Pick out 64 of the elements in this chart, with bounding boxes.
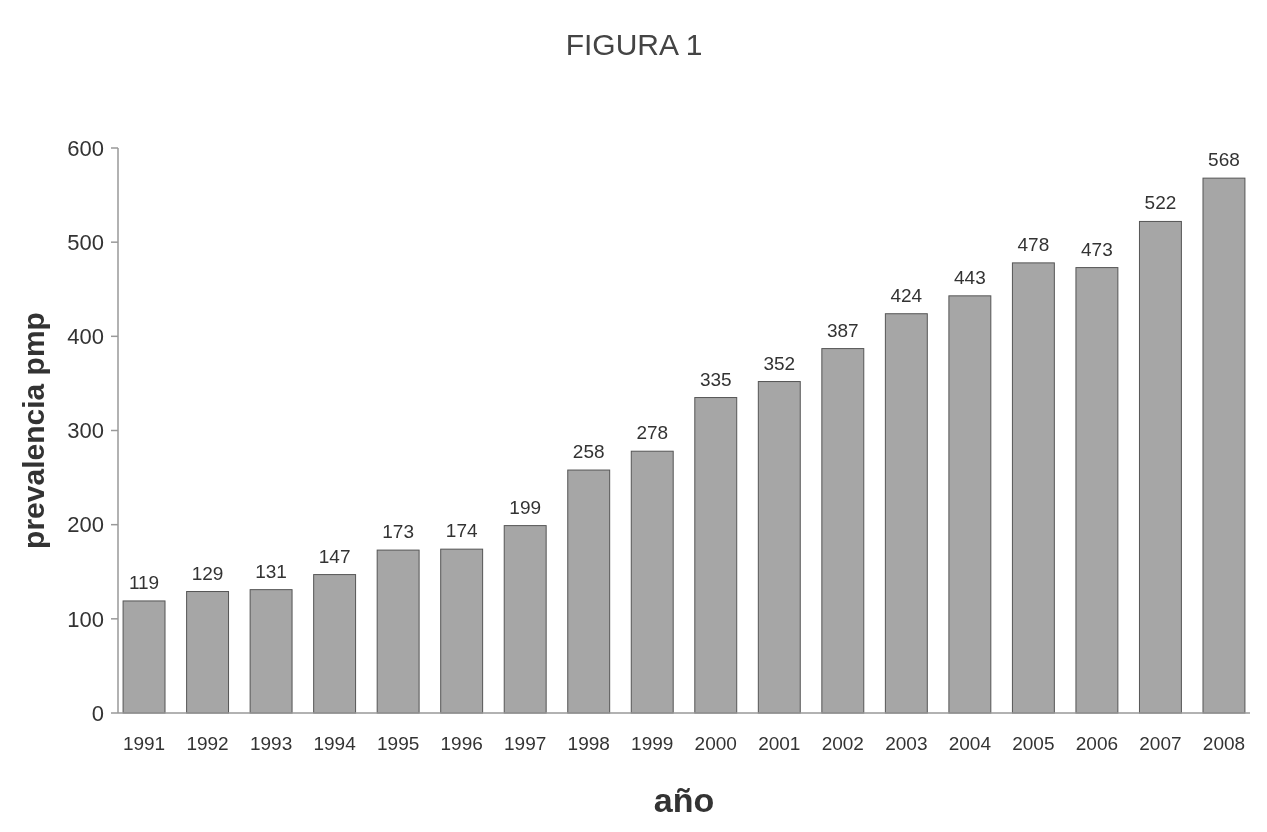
y-tick-label: 200	[67, 512, 104, 538]
data-label: 131	[255, 560, 287, 582]
x-tick-label: 2003	[885, 733, 928, 754]
data-label: 258	[572, 441, 605, 463]
data-label: 568	[1208, 149, 1240, 171]
x-tick-label: 1995	[377, 733, 420, 754]
x-tick-label: 1994	[313, 733, 357, 754]
x-tick-label: 1996	[440, 733, 483, 754]
bar	[186, 591, 230, 714]
x-tick-label: 1993	[249, 733, 293, 754]
x-axis-title: año	[653, 781, 715, 819]
data-label: 443	[954, 266, 986, 288]
bar	[1138, 220, 1182, 714]
y-tick-label: 300	[67, 418, 104, 444]
data-label: 335	[699, 368, 732, 390]
chart-title: FIGURA 1	[565, 28, 703, 61]
x-tick-label: 1998	[567, 733, 610, 754]
x-tick-label: 2007	[1139, 733, 1182, 754]
bar	[884, 313, 928, 714]
x-tick-label: 1997	[504, 733, 547, 754]
data-label: 473	[1081, 238, 1113, 260]
bar	[821, 348, 865, 714]
data-label: 173	[382, 521, 414, 543]
bar	[122, 600, 166, 714]
data-label: 129	[191, 562, 224, 584]
data-label: 174	[445, 520, 478, 542]
x-tick-label: 2002	[821, 733, 864, 754]
bar	[313, 574, 357, 714]
data-label: 522	[1144, 192, 1177, 214]
bar	[694, 397, 738, 714]
data-label: 119	[128, 571, 160, 593]
data-label: 478	[1017, 233, 1050, 255]
data-label: 424	[890, 284, 923, 306]
bar	[503, 525, 547, 714]
x-tick-label: 2004	[948, 733, 992, 754]
data-label: 352	[763, 352, 796, 374]
y-tick-label: 0	[91, 700, 104, 726]
y-tick-label: 400	[67, 324, 104, 350]
x-tick-label: 1992	[186, 733, 229, 754]
data-label: 147	[318, 545, 351, 567]
bar	[1075, 267, 1119, 714]
bar	[376, 549, 420, 714]
x-tick-label: 1991	[122, 733, 166, 754]
y-tick-label: 100	[67, 606, 104, 632]
bar	[757, 381, 801, 714]
data-label: 387	[826, 319, 859, 341]
x-tick-label: 2006	[1075, 733, 1119, 754]
bar	[567, 469, 611, 714]
bar	[440, 548, 484, 714]
x-tick-label: 2001	[758, 733, 801, 754]
bar	[249, 589, 293, 714]
y-tick-label: 600	[67, 135, 104, 161]
data-label: 199	[509, 496, 542, 518]
x-tick-label: 1999	[631, 733, 674, 754]
bar	[630, 450, 674, 714]
bar	[1011, 262, 1055, 714]
x-tick-label: 2008	[1202, 733, 1246, 754]
bar	[1202, 177, 1246, 714]
x-tick-label: 2000	[694, 733, 737, 754]
y-tick-label: 500	[67, 229, 104, 255]
x-tick-label: 2005	[1012, 733, 1055, 754]
bar	[948, 295, 992, 714]
y-axis-title: prevalencia pmp	[17, 312, 50, 549]
data-label: 278	[636, 422, 669, 444]
